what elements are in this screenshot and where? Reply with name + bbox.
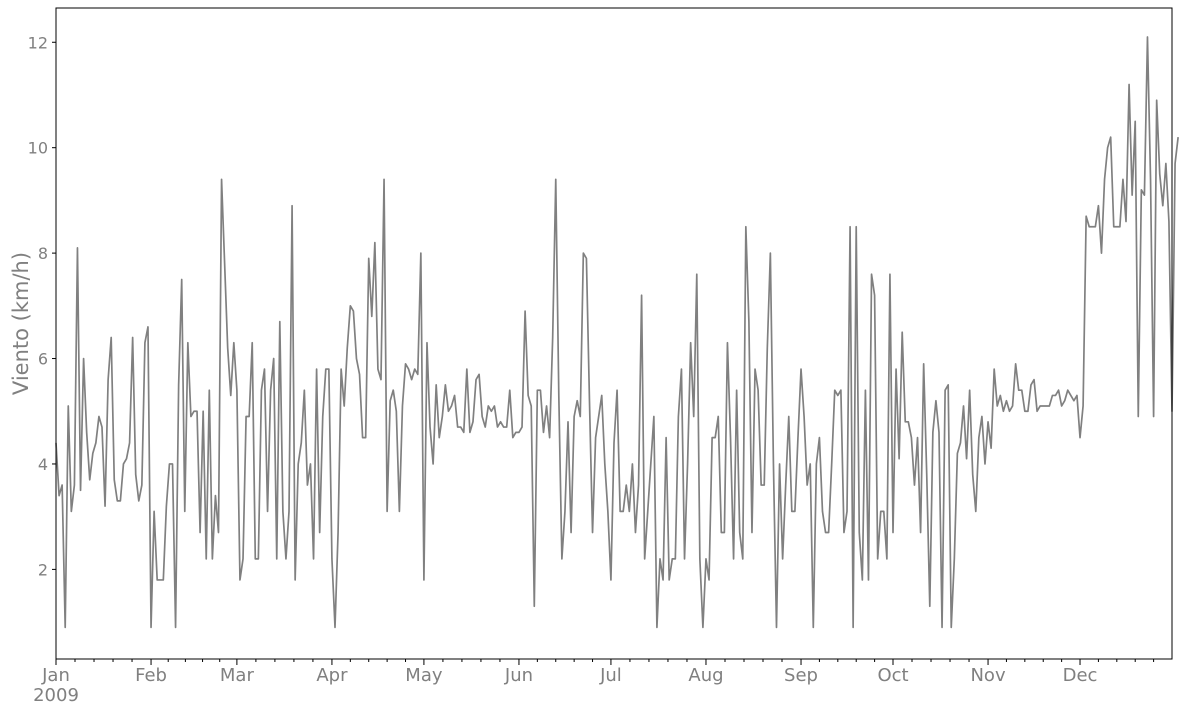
y-tick-label: 8 — [38, 244, 48, 263]
x-tick-label: Aug — [688, 665, 723, 686]
x-tick-label: Jan — [41, 665, 70, 686]
wind-speed-series-line — [55, 36, 1179, 629]
x-tick-label: Sep — [784, 665, 818, 686]
x-tick-label: May — [405, 665, 443, 686]
x-tick-label: Jun — [504, 665, 533, 686]
y-tick-label: 10 — [28, 139, 48, 158]
x-tick-label: Oct — [877, 665, 908, 686]
y-axis-ticks: 2 4 6 8 10 12 — [28, 33, 56, 579]
y-tick-label: 2 — [38, 560, 48, 579]
x-tick-year-label: 2009 — [33, 685, 79, 706]
x-tick-label: Mar — [220, 665, 255, 686]
y-axis-label: Viento (km/h) — [9, 252, 33, 395]
y-tick-label: 12 — [28, 33, 48, 52]
x-tick-label: Dec — [1063, 665, 1098, 686]
x-tick-label: Jul — [599, 665, 622, 686]
y-tick-label: 6 — [38, 350, 48, 369]
x-tick-label: Nov — [970, 665, 1005, 686]
y-tick-label: 4 — [38, 455, 48, 474]
x-tick-label: Apr — [316, 665, 348, 686]
x-tick-label: Feb — [135, 665, 167, 686]
plot-frame — [55, 7, 1173, 660]
